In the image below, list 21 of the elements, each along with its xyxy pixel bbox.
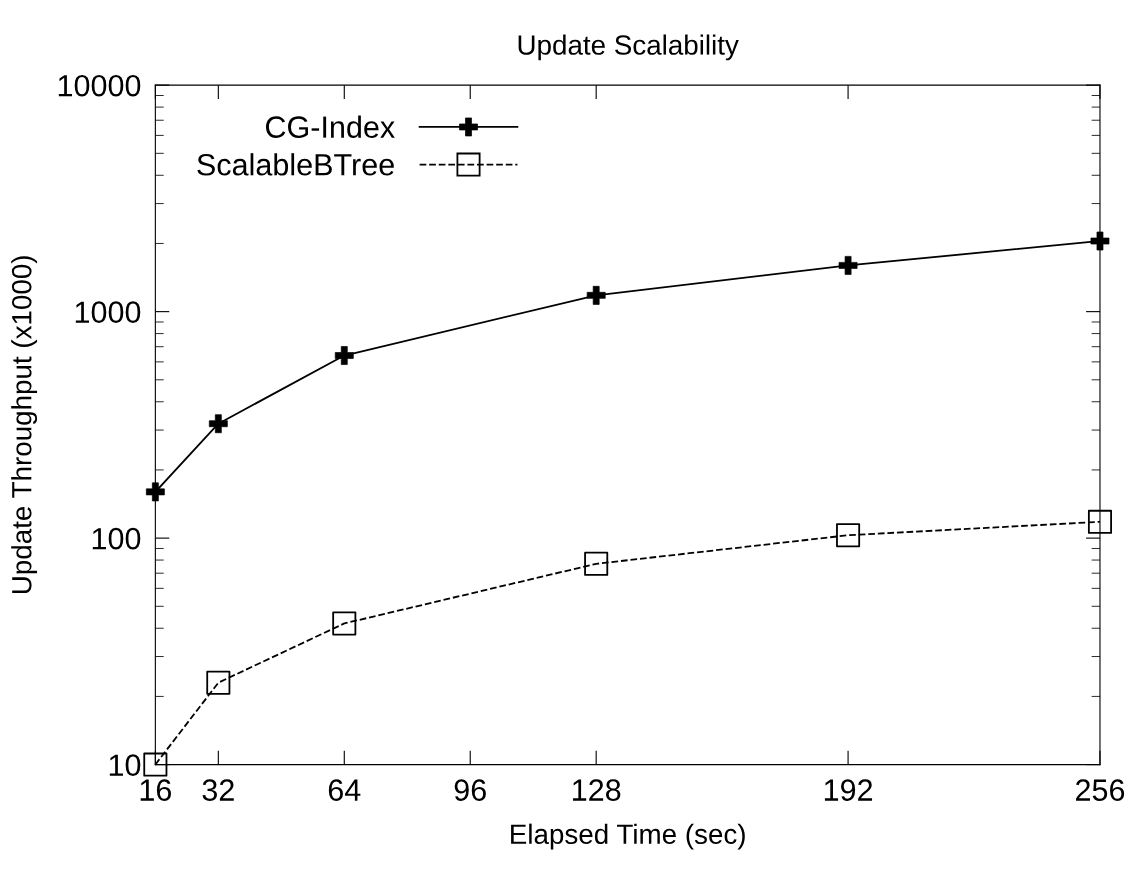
legend-label: ScalableBTree (197, 153, 394, 176)
x-tick-label: 16 (140, 779, 172, 801)
y-tick-label: 100 (92, 527, 141, 550)
legend-label: CG-Index (265, 115, 395, 138)
point (332, 611, 357, 636)
point (206, 670, 231, 695)
x-tick-label: 256 (1076, 779, 1125, 801)
x-tick-label: 96 (454, 779, 486, 801)
x-axis-title: Elapsed Time (sec) (511, 823, 745, 850)
y-axis-title: Update Throughput (x1000) (11, 256, 38, 594)
y-tick-label: 10000 (58, 74, 141, 97)
y-tick-label: 10 (109, 754, 141, 776)
x-tick-label: 192 (824, 779, 873, 801)
point (1087, 509, 1112, 534)
chart-title: Update Scalability (518, 34, 739, 61)
point (584, 551, 609, 576)
x-tick-label: 32 (202, 779, 234, 801)
point (836, 523, 861, 548)
y-tick-label: 1000 (75, 301, 141, 324)
x-tick-label: 64 (328, 779, 361, 801)
x-tick-label: 128 (573, 779, 621, 801)
